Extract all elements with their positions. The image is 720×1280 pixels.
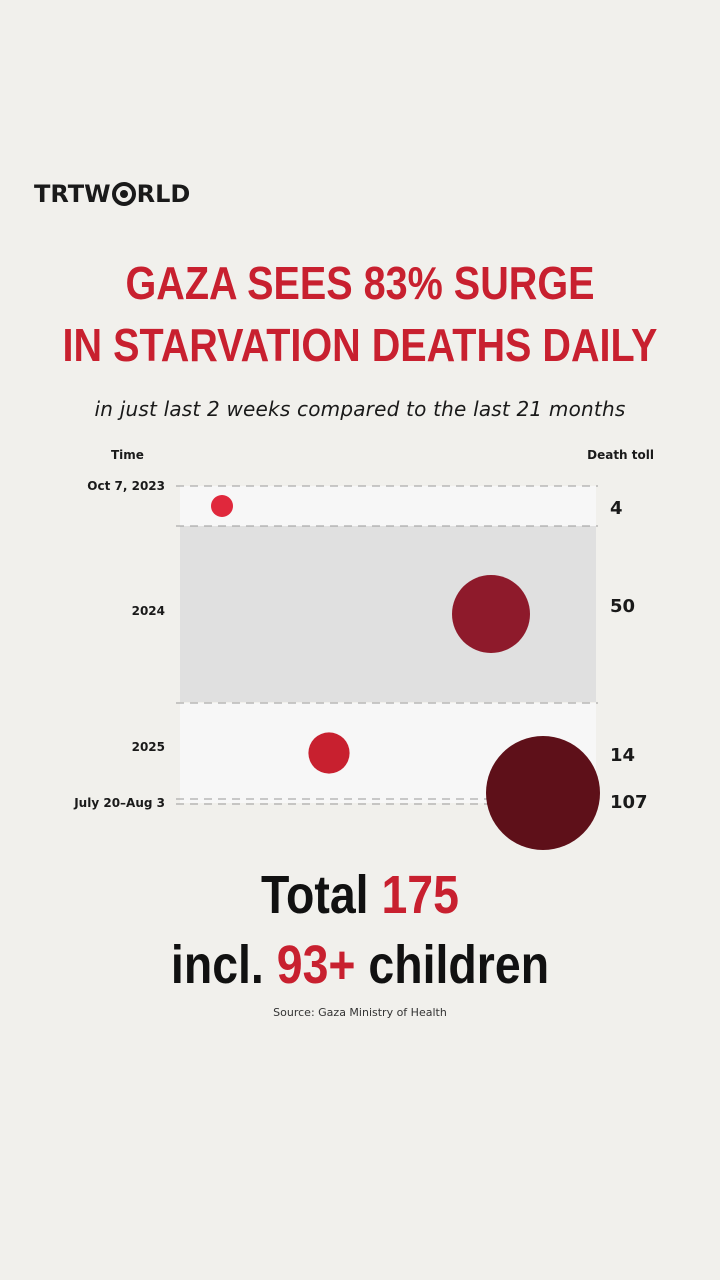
headline: GAZA SEES 83% SURGE IN STARVATION DEATHS… [50, 252, 669, 376]
headline-line2: IN STARVATION DEATHS DAILY [62, 319, 658, 371]
brand-logo-part2: W [84, 180, 111, 208]
headline-line1: GAZA SEES 83% SURGE [125, 257, 595, 309]
death-toll-column-label: Death toll [587, 448, 654, 462]
time-label-recent: July 20–Aug 3 [73, 796, 165, 810]
brand-logo-part1: TRT [34, 180, 85, 208]
bubble-2025 [308, 732, 350, 774]
children-value: 93+ [276, 935, 356, 995]
bubble-oct-2023 [211, 495, 233, 517]
subheadline: in just last 2 weeks compared to the las… [94, 397, 626, 421]
bubble-2024 [452, 575, 530, 653]
children-prefix: incl. [170, 935, 277, 995]
time-label-2025: 2025 [132, 740, 165, 754]
value-label-2024: 50 [610, 596, 635, 617]
total-prefix: Total [261, 865, 382, 925]
bubble-chart: Oct 7, 2023 4 2024 50 2025 14 July 20–Aug 3 107 [73, 479, 648, 850]
children-line: incl. 93+ children [50, 934, 669, 996]
children-suffix: children [355, 935, 550, 995]
value-label-recent: 107 [610, 792, 648, 813]
brand-logo: TRT W RLD [34, 180, 190, 208]
brand-logo-part3: RLD [136, 180, 191, 208]
time-column-label: Time [111, 448, 144, 462]
time-label-oct-2023: Oct 7, 2023 [87, 479, 165, 493]
total-line: Total 175 [50, 864, 669, 926]
total-value: 175 [381, 865, 459, 925]
source-note: Source: Gaza Ministry of Health [273, 1006, 447, 1019]
time-label-2024: 2024 [132, 604, 165, 618]
value-label-2025: 14 [610, 745, 635, 766]
band-2023 [180, 486, 596, 526]
brand-logo-o-icon [111, 182, 136, 206]
bubble-recent [486, 736, 600, 850]
value-label-oct-2023: 4 [610, 498, 623, 519]
band-2024 [180, 526, 596, 702]
